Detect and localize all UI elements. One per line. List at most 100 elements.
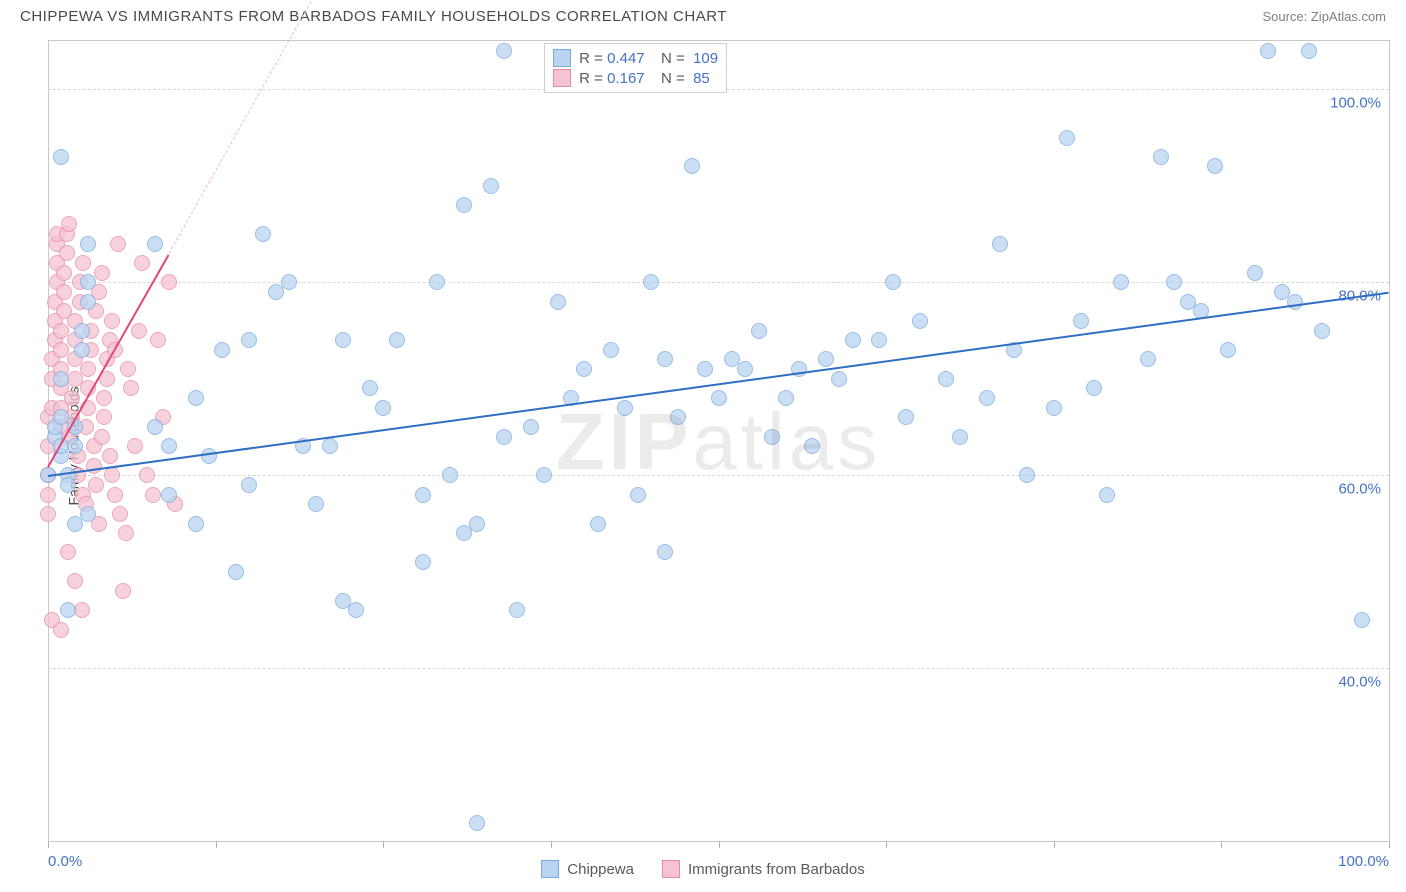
scatter-point <box>67 573 83 589</box>
scatter-point <box>241 332 257 348</box>
legend-swatch <box>541 860 559 878</box>
stats-legend-row: R = 0.447 N = 109 <box>553 48 718 68</box>
scatter-point <box>1314 323 1330 339</box>
scatter-point <box>938 371 954 387</box>
scatter-point <box>818 351 834 367</box>
scatter-point <box>684 158 700 174</box>
scatter-point <box>118 525 134 541</box>
scatter-point <box>228 564 244 580</box>
scatter-point <box>778 390 794 406</box>
scatter-point <box>134 255 150 271</box>
r-stat: R = 0.167 <box>579 70 644 87</box>
scatter-point <box>831 371 847 387</box>
scatter-point <box>576 361 592 377</box>
scatter-point <box>123 380 139 396</box>
scatter-point <box>53 371 69 387</box>
n-stat: N = 109 <box>653 50 718 67</box>
y-tick-label: 40.0% <box>1338 674 1381 691</box>
scatter-point <box>67 438 83 454</box>
scatter-point <box>56 284 72 300</box>
scatter-point <box>536 467 552 483</box>
legend-item: Chippewa <box>541 860 634 878</box>
scatter-point <box>74 342 90 358</box>
scatter-point <box>75 255 91 271</box>
plot-surface: 40.0%60.0%80.0%100.0%0.0%100.0% <box>48 41 1389 842</box>
legend-swatch <box>662 860 680 878</box>
scatter-point <box>523 419 539 435</box>
scatter-point <box>375 400 391 416</box>
scatter-point <box>60 477 76 493</box>
scatter-point <box>94 429 110 445</box>
scatter-point <box>40 506 56 522</box>
scatter-point <box>110 236 126 252</box>
scatter-point <box>1207 158 1223 174</box>
scatter-point <box>1073 313 1089 329</box>
scatter-point <box>53 149 69 165</box>
legend-item: Immigrants from Barbados <box>662 860 865 878</box>
stats-legend-row: R = 0.167 N = 85 <box>553 68 718 88</box>
scatter-point <box>737 361 753 377</box>
scatter-point <box>94 265 110 281</box>
scatter-point <box>64 390 80 406</box>
scatter-point <box>389 332 405 348</box>
scatter-point <box>104 313 120 329</box>
scatter-point <box>1220 342 1236 358</box>
scatter-point <box>952 429 968 445</box>
scatter-point <box>214 342 230 358</box>
scatter-point <box>1113 274 1129 290</box>
scatter-point <box>469 516 485 532</box>
scatter-point <box>804 438 820 454</box>
scatter-point <box>845 332 861 348</box>
scatter-point <box>161 487 177 503</box>
header: CHIPPEWA VS IMMIGRANTS FROM BARBADOS FAM… <box>0 0 1406 29</box>
scatter-point <box>1099 487 1115 503</box>
scatter-point <box>107 487 123 503</box>
scatter-point <box>496 429 512 445</box>
scatter-point <box>56 265 72 281</box>
scatter-point <box>88 477 104 493</box>
scatter-point <box>112 506 128 522</box>
scatter-point <box>429 274 445 290</box>
scatter-point <box>415 487 431 503</box>
scatter-point <box>442 467 458 483</box>
scatter-point <box>415 554 431 570</box>
scatter-point <box>131 323 147 339</box>
scatter-point <box>150 332 166 348</box>
scatter-point <box>979 390 995 406</box>
x-tick <box>886 842 887 848</box>
chart-title: CHIPPEWA VS IMMIGRANTS FROM BARBADOS FAM… <box>20 8 727 25</box>
r-stat: R = 0.447 <box>579 50 644 67</box>
scatter-point <box>1019 467 1035 483</box>
x-tick <box>216 842 217 848</box>
x-tick <box>1389 842 1390 848</box>
scatter-point <box>630 487 646 503</box>
scatter-point <box>241 477 257 493</box>
legend-label: Immigrants from Barbados <box>688 861 865 878</box>
scatter-point <box>550 294 566 310</box>
scatter-point <box>697 361 713 377</box>
scatter-point <box>147 419 163 435</box>
x-tick <box>1054 842 1055 848</box>
scatter-point <box>96 390 112 406</box>
scatter-point <box>1086 380 1102 396</box>
source-attribution: Source: ZipAtlas.com <box>1262 9 1386 24</box>
scatter-point <box>456 197 472 213</box>
scatter-point <box>60 544 76 560</box>
scatter-point <box>898 409 914 425</box>
scatter-point <box>764 429 780 445</box>
trend-line <box>168 0 370 254</box>
scatter-point <box>1140 351 1156 367</box>
scatter-point <box>1153 149 1169 165</box>
y-tick-label: 60.0% <box>1338 481 1381 498</box>
chart-area: 40.0%60.0%80.0%100.0%0.0%100.0% ZIPatlas… <box>48 40 1390 842</box>
trend-line <box>48 292 1389 477</box>
scatter-point <box>188 390 204 406</box>
scatter-point <box>348 602 364 618</box>
n-stat: N = 85 <box>653 70 710 87</box>
legend-swatch <box>553 49 571 67</box>
scatter-point <box>1301 43 1317 59</box>
x-tick <box>719 842 720 848</box>
scatter-point <box>102 448 118 464</box>
scatter-point <box>61 216 77 232</box>
scatter-point <box>1247 265 1263 281</box>
